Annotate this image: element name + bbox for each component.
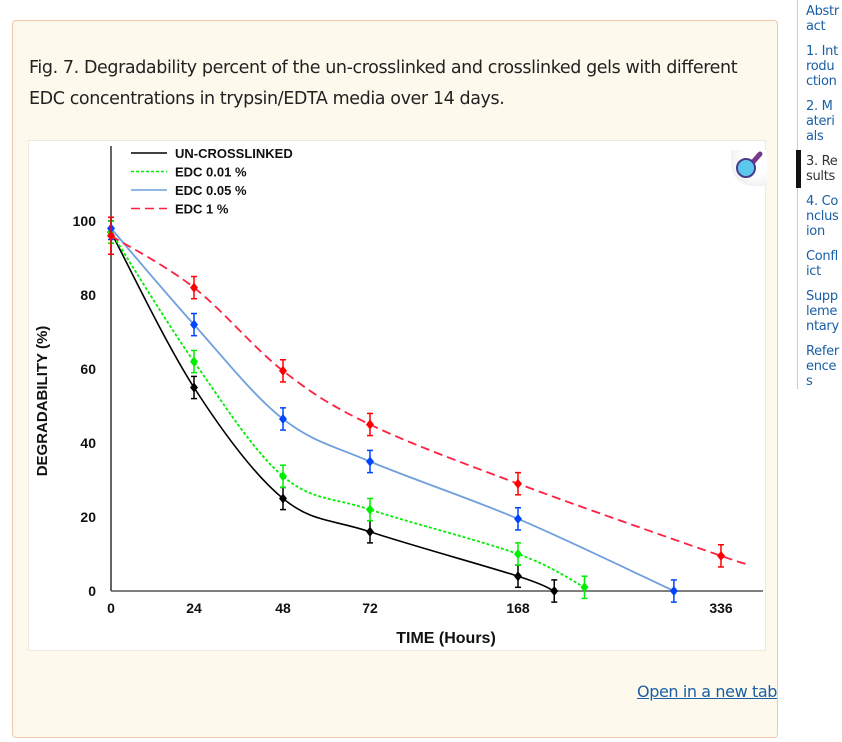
data-point <box>366 419 374 430</box>
data-point <box>514 571 522 582</box>
legend-label: EDC 0.05 % <box>175 183 247 198</box>
data-point <box>107 230 115 241</box>
x-tick-label: 24 <box>186 600 202 616</box>
y-tick-label: 40 <box>80 435 96 451</box>
series-line-2 <box>110 227 675 592</box>
table-of-contents: Abstract 1. Introduction 2. Materials 3.… <box>796 0 841 389</box>
toc-item-materials[interactable]: 2. Materials <box>806 99 835 144</box>
data-point <box>279 493 287 504</box>
toc-item-supplementary[interactable]: Supplementary <box>806 289 839 334</box>
x-tick-label: 48 <box>275 600 291 616</box>
toc-item-results[interactable]: 3. Results <box>796 150 840 188</box>
toc-item-conclusion[interactable]: 4. Conclusion <box>806 194 839 239</box>
data-point <box>366 504 374 515</box>
data-point <box>514 478 522 489</box>
data-point <box>279 413 287 424</box>
x-axis-label: TIME (Hours) <box>396 630 496 647</box>
open-in-new-tab-link[interactable]: Open in a new tab <box>637 682 777 701</box>
data-point <box>580 582 589 593</box>
figure-image[interactable]: 0 20 40 60 80 100 0 24 48 72 168 336 TIME (Hours) DEG… <box>28 140 766 651</box>
x-tick-label: 72 <box>362 600 378 616</box>
x-tick-label: 336 <box>709 600 733 616</box>
data-point <box>550 586 559 596</box>
magnifier-icon <box>736 151 763 178</box>
data-point <box>514 513 522 524</box>
y-tick-label: 0 <box>88 583 96 599</box>
data-point <box>279 365 287 376</box>
y-tick-label: 80 <box>80 287 96 303</box>
data-point <box>366 456 374 467</box>
data-point <box>190 282 198 293</box>
figure-card: Fig. 7. Degradability percent of the un-… <box>12 20 778 738</box>
data-point <box>190 319 198 330</box>
y-tick-label: 20 <box>80 509 96 525</box>
degradability-chart: 0 20 40 60 80 100 0 24 48 72 168 336 TIME (Hours) DEG… <box>34 146 763 647</box>
x-tick-label: 0 <box>107 600 115 616</box>
toc-item-references[interactable]: References <box>806 344 839 389</box>
legend-label: EDC 0.01 % <box>175 165 247 180</box>
data-point <box>366 526 374 537</box>
y-tick-label: 100 <box>73 213 97 229</box>
figure-caption: Fig. 7. Degradability percent of the un-… <box>29 58 738 109</box>
legend-label: UN-CROSSLINKED <box>175 146 293 161</box>
x-tick-label: 168 <box>506 600 530 616</box>
zoom-button[interactable] <box>731 150 767 186</box>
data-point <box>669 586 678 596</box>
toc-item-introduction[interactable]: 1. Introduction <box>806 44 838 89</box>
data-point <box>279 471 287 482</box>
data-point <box>514 549 522 559</box>
legend-label: EDC 1 % <box>175 202 229 217</box>
data-point <box>190 356 198 367</box>
data-point <box>190 382 198 393</box>
active-indicator <box>796 150 801 188</box>
y-tick-label: 60 <box>80 361 96 377</box>
toc-item-conflict[interactable]: Conflict <box>806 249 838 279</box>
toc-item-abstract[interactable]: Abstract <box>806 4 839 34</box>
series-line-3 <box>110 235 748 565</box>
toc-item-results-label: 3. Results <box>806 154 838 184</box>
data-point <box>717 550 725 561</box>
series-line-0 <box>110 231 555 592</box>
y-axis-label: DEGRADABILITY (%) <box>34 326 51 477</box>
series-line-1 <box>110 231 585 589</box>
